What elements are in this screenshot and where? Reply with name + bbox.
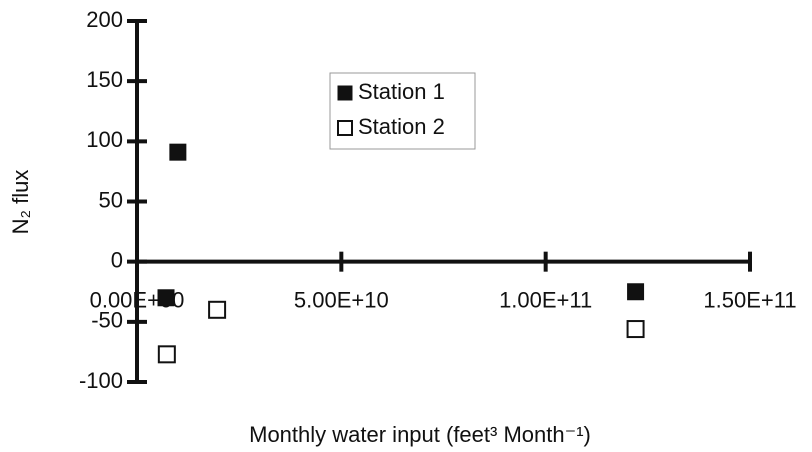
y-tick-label: 0 (111, 247, 123, 272)
y-tick-label: 150 (86, 67, 123, 92)
x-axis-label: Monthly water input (feet³ Month⁻¹) (249, 422, 591, 447)
point (627, 283, 645, 301)
y-axis-label: N₂ flux (8, 170, 33, 235)
legend-label: Station 1 (358, 79, 445, 104)
legend-marker (337, 85, 353, 101)
point (169, 143, 187, 161)
y-tick-label: 200 (86, 7, 123, 32)
x-tick-label: 5.00E+10 (294, 287, 389, 312)
y-tick-label: -50 (91, 308, 123, 333)
point (157, 345, 176, 364)
legend-box (329, 72, 476, 150)
y-tick-label: 100 (86, 127, 123, 152)
x-tick-label: 1.50E+11 (703, 287, 796, 312)
legend-marker (337, 120, 353, 136)
y-tick-label: -100 (79, 368, 123, 393)
point (626, 320, 645, 339)
legend-label: Station 2 (358, 114, 445, 139)
x-tick-label: 1.00E+11 (499, 287, 592, 312)
point (157, 289, 175, 307)
point (208, 300, 227, 319)
y-tick-label: 50 (99, 187, 123, 212)
